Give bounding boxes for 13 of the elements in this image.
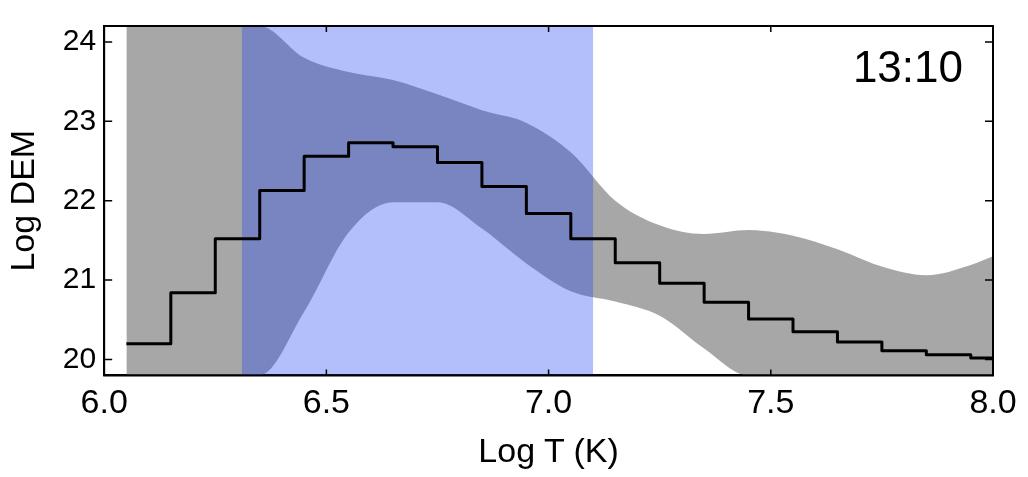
y-tick-label: 21 — [62, 261, 97, 295]
y-tick-label: 22 — [62, 181, 97, 215]
x-tick-label: 7.5 — [747, 382, 795, 421]
x-axis-title: Log T (K) — [478, 430, 619, 469]
y-axis-title: Log DEM — [2, 129, 41, 272]
x-tick-label: 7.0 — [524, 382, 573, 421]
x-tick-label: 6.0 — [80, 382, 128, 421]
y-tick-label: 23 — [62, 102, 97, 136]
y-tick-label: 24 — [62, 23, 97, 57]
x-tick-label: 8.0 — [969, 382, 1017, 421]
x-tick-label: 6.5 — [302, 382, 351, 421]
y-tick-label: 20 — [62, 340, 97, 374]
annotation: 13:10 — [852, 42, 963, 92]
